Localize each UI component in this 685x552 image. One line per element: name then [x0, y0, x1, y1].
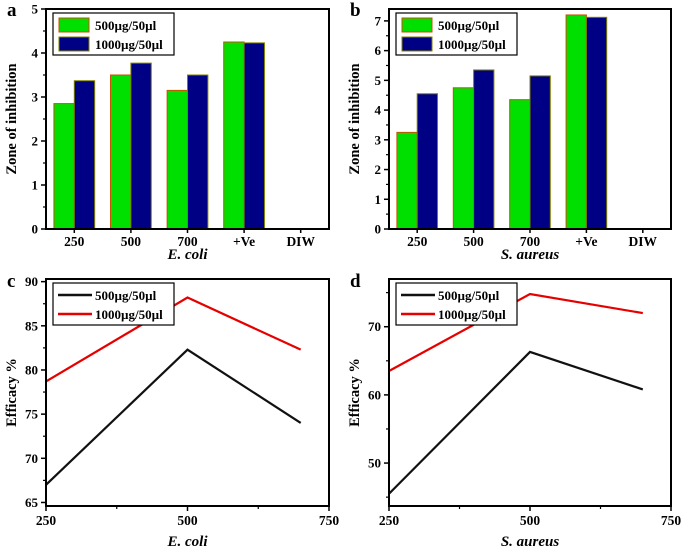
bar — [187, 74, 209, 230]
panel-a: a 250 500 700 +Ve DIW 0 1 2 3 4 5 Zone of inhibitio… — [0, 0, 343, 265]
line-chart-efficacy-ecoli: 250 500 750 65 70 75 80 85 90 Efficacy % E. coli 50… — [4, 274, 340, 550]
panel-c-tag: c — [7, 271, 16, 292]
y-tick-label: 3 — [375, 132, 382, 147]
bar — [396, 131, 418, 230]
y-tick-label: 85 — [25, 318, 39, 333]
y-tick-label: 3 — [32, 90, 39, 105]
x-tick-label: 750 — [319, 513, 340, 528]
y-axis-label: Zone of inhibition — [4, 63, 20, 174]
bar — [73, 80, 96, 230]
x-axis-label: S. aureus — [501, 534, 560, 550]
panel-a-tag: a — [7, 0, 17, 21]
x-tick-label: 250 — [64, 234, 85, 249]
y-axis-label: Efficacy % — [4, 358, 20, 427]
bar — [565, 14, 587, 230]
x-tick-label: DIW — [629, 234, 658, 249]
bar — [166, 89, 188, 230]
y-tick-label: 5 — [32, 2, 39, 17]
x-tick-label: 500 — [177, 513, 198, 528]
bar — [452, 87, 475, 230]
y-tick-label: 7 — [375, 13, 382, 28]
y-tick-label: 70 — [368, 319, 381, 334]
legend-label: 500µg/50µl — [95, 288, 157, 303]
x-tick-label: +Ve — [575, 234, 597, 249]
y-tick-label: 6 — [375, 43, 382, 58]
y-axis-label: Efficacy % — [347, 358, 363, 427]
plot-frame — [45, 8, 330, 230]
bar — [223, 41, 245, 230]
y-tick-label: 5 — [375, 73, 382, 88]
legend-swatch — [401, 17, 433, 33]
x-tick-label: 250 — [379, 513, 400, 528]
x-tick-label: 500 — [463, 234, 484, 249]
x-tick-label: 500 — [121, 234, 142, 249]
line-chart-efficacy-saureus: 250 500 750 50 60 70 Efficacy % S. aureus 500µg/… — [347, 278, 682, 550]
x-axis-label: S. aureus — [501, 247, 560, 263]
y-tick-label: 75 — [25, 407, 39, 422]
bar — [110, 74, 132, 230]
x-tick-label: 700 — [520, 234, 541, 249]
legend-label: 1000µg/50µl — [95, 307, 163, 322]
plot-frame — [388, 8, 672, 230]
plot-frame — [388, 278, 672, 507]
legend-label: 1000µg/50µl — [438, 37, 506, 52]
x-tick-label: 700 — [177, 234, 198, 249]
panel-d-tag: d — [350, 271, 361, 292]
y-tick-label: 1 — [375, 192, 382, 207]
panel-d: d 250 500 750 50 60 70 Efficacy % S. aureus 500µ… — [343, 265, 685, 552]
y-tick-label: 90 — [25, 274, 38, 289]
data-line — [45, 296, 302, 383]
y-axis-label: Zone of inhibition — [347, 63, 363, 174]
panel-c: c 250 500 750 65 70 75 80 85 90 Efficacy % E. coli… — [0, 265, 343, 552]
y-tick-label: 70 — [25, 451, 38, 466]
x-axis-label: E. coli — [167, 247, 209, 263]
legend-box — [52, 282, 175, 326]
x-axis-label: E. coli — [167, 534, 209, 550]
legend-swatch — [58, 36, 90, 52]
y-tick-label: 80 — [25, 362, 38, 377]
y-tick-label: 2 — [375, 162, 382, 177]
legend-label: 500µg/50µl — [438, 288, 500, 303]
legend-label: 500µg/50µl — [95, 18, 157, 33]
x-tick-label: +Ve — [233, 234, 255, 249]
data-line — [388, 350, 644, 495]
bar — [585, 16, 608, 230]
bar — [416, 93, 439, 230]
legend-swatch — [58, 17, 90, 33]
y-tick-label: 50 — [368, 456, 381, 471]
bar — [243, 42, 265, 230]
y-tick-label: 0 — [32, 222, 39, 237]
bar-chart-zone-inhibition-ecoli: 250 500 700 +Ve DIW 0 1 2 3 4 5 Zone of inhibition E… — [4, 2, 330, 263]
data-line — [388, 292, 643, 372]
bar — [529, 75, 551, 230]
x-tick-label: 750 — [661, 513, 682, 528]
y-tick-label: 2 — [32, 134, 39, 149]
bar — [130, 62, 152, 230]
x-tick-label: 250 — [36, 513, 57, 528]
y-tick-label: 4 — [32, 46, 39, 61]
bar — [53, 103, 75, 230]
legend-label: 1000µg/50µl — [438, 307, 506, 322]
plot-frame — [45, 278, 330, 507]
panel-b: b 250 500 700 +Ve DIW 0 1 2 3 4 5 6 7 Zone of inhibit… — [343, 0, 685, 265]
x-tick-label: 500 — [520, 513, 541, 528]
x-tick-label: 250 — [407, 234, 428, 249]
bar-chart-zone-inhibition-saureus: 250 500 700 +Ve DIW 0 1 2 3 4 5 6 7 Zone of inhibitio… — [347, 8, 672, 263]
y-tick-label: 1 — [32, 178, 39, 193]
bar — [509, 99, 531, 230]
legend-box — [395, 282, 518, 326]
legend-swatch — [401, 36, 433, 52]
y-tick-label: 4 — [375, 103, 382, 118]
y-tick-label: 60 — [368, 387, 381, 402]
data-line — [45, 348, 302, 486]
y-tick-label: 65 — [25, 495, 39, 510]
x-tick-label: DIW — [286, 234, 315, 249]
panel-b-tag: b — [350, 0, 361, 21]
legend-label: 1000µg/50µl — [95, 37, 163, 52]
bar — [473, 69, 495, 230]
legend-label: 500µg/50µl — [438, 18, 500, 33]
y-tick-label: 0 — [375, 222, 382, 237]
